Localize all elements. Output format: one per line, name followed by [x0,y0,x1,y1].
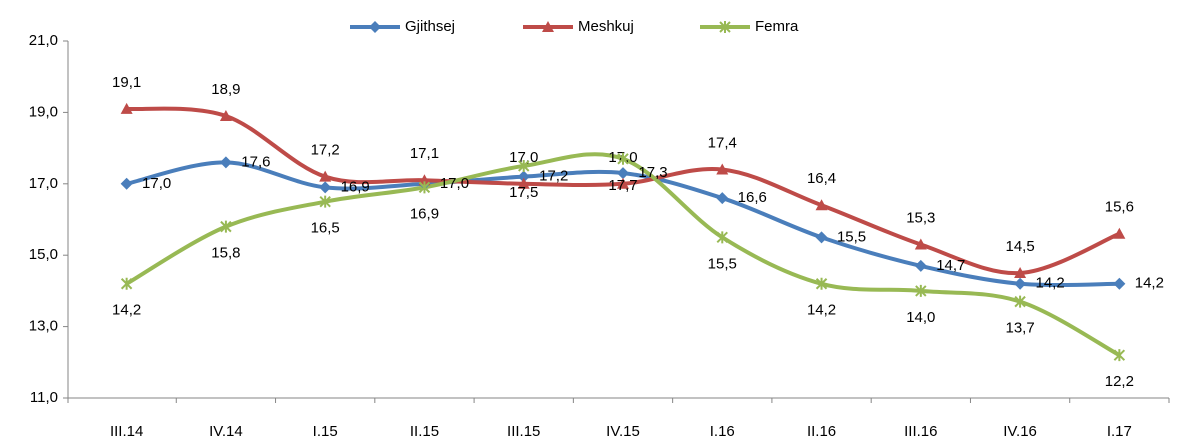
data-label: 14,5 [1005,238,1034,255]
marker [1014,277,1027,290]
marker [716,163,729,175]
marker [914,238,927,250]
data-label: 15,5 [708,255,737,272]
data-label: 16,9 [410,205,439,222]
data-label: 17,5 [509,184,538,201]
marker [815,231,828,244]
data-label: 14,7 [936,257,965,274]
marker [542,21,554,32]
marker [219,156,232,169]
legend-item: Meshkuj [523,18,634,35]
y-tick-label: 19,0 [29,103,58,120]
data-label: 17,0 [440,175,469,192]
marker [815,199,828,211]
marker [617,152,629,165]
marker [219,109,232,121]
marker [319,195,331,208]
marker [1014,295,1026,308]
x-tick-label: III.15 [507,423,540,440]
x-tick-label: I.16 [710,423,735,440]
marker [1113,349,1126,362]
data-label: 17,2 [539,168,568,185]
data-label: 19,1 [112,74,141,91]
data-label: 13,7 [1005,320,1034,337]
data-label: 14,2 [807,302,836,319]
data-label: 14,0 [906,309,935,326]
y-tick-label: 21,0 [29,32,58,49]
marker [815,277,828,290]
x-tick-label: I.17 [1107,423,1132,440]
data-label: 17,3 [638,164,667,181]
legend-item: Gjithsej [350,18,455,35]
data-label: 16,9 [341,178,370,195]
marker [1113,277,1126,290]
marker [914,259,927,272]
data-label: 18,9 [211,81,240,98]
marker [369,21,381,33]
marker [120,177,133,190]
y-tick-label: 11,0 [30,389,58,406]
data-label: 16,6 [738,189,767,206]
data-label: 15,8 [211,245,240,262]
marker [418,181,431,194]
x-tick-label: II.15 [410,423,439,440]
marker [716,231,728,244]
marker [120,102,133,114]
data-label: 17,7 [608,177,637,194]
legend-label: Femra [755,18,799,35]
legend-label: Meshkuj [578,18,634,35]
marker [617,167,629,180]
data-label: 17,6 [241,153,270,170]
marker [517,170,530,183]
marker [220,220,232,233]
x-tick-label: IV.16 [1003,423,1037,440]
legend-item: Femra [700,18,799,35]
data-label: 17,2 [311,142,340,159]
data-label: 17,0 [509,149,538,166]
x-tick-label: IV.15 [606,423,640,440]
marker [319,181,332,194]
y-tick-label: 13,0 [29,318,58,335]
data-label: 14,2 [112,302,141,319]
marker [1014,267,1027,279]
x-tick-label: IV.14 [209,423,243,440]
data-label: 14,2 [1035,275,1064,292]
marker [915,284,927,297]
data-label: 17,4 [708,134,737,151]
x-tick-label: III.14 [110,423,143,440]
data-label: 15,5 [837,228,866,245]
marker [518,159,530,172]
marker [716,192,729,205]
marker [120,277,133,290]
data-label: 15,6 [1105,199,1134,216]
marker [617,177,629,189]
marker [1113,227,1126,239]
y-tick-label: 17,0 [29,175,58,192]
data-label: 17,1 [410,145,439,162]
data-label: 17,0 [142,175,171,192]
x-tick-label: II.16 [807,423,836,440]
x-tick-label: III.16 [904,423,937,440]
data-label: 15,3 [906,209,935,226]
y-tick-label: 15,0 [29,246,58,263]
data-label: 16,5 [311,220,340,237]
marker [719,21,731,33]
marker [418,174,431,186]
marker [319,170,332,182]
data-label: 16,4 [807,170,836,187]
marker [517,177,530,189]
data-label: 14,2 [1135,275,1164,292]
data-label: 12,2 [1105,373,1134,390]
legend-label: Gjithsej [405,18,455,35]
x-tick-label: I.15 [313,423,338,440]
